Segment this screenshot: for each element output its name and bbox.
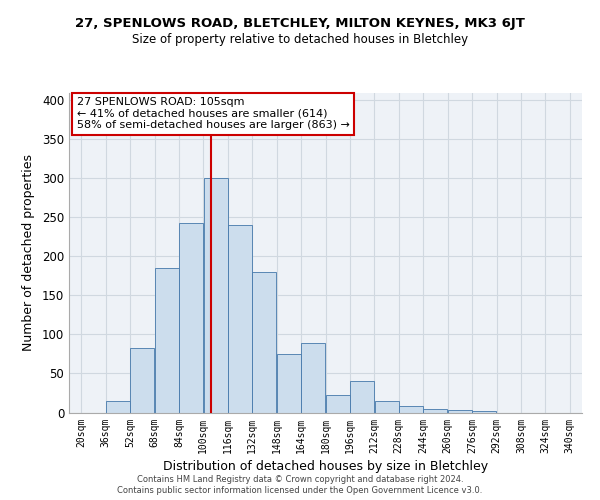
Bar <box>424 408 448 412</box>
Text: 27 SPENLOWS ROAD: 105sqm
← 41% of detached houses are smaller (614)
58% of semi-: 27 SPENLOWS ROAD: 105sqm ← 41% of detach… <box>77 98 350 130</box>
Bar <box>350 380 374 412</box>
Bar <box>155 268 179 412</box>
Text: 27, SPENLOWS ROAD, BLETCHLEY, MILTON KEYNES, MK3 6JT: 27, SPENLOWS ROAD, BLETCHLEY, MILTON KEY… <box>75 18 525 30</box>
Bar <box>472 411 496 412</box>
Bar <box>203 178 227 412</box>
Bar <box>253 272 277 412</box>
Text: Contains HM Land Registry data © Crown copyright and database right 2024.: Contains HM Land Registry data © Crown c… <box>137 475 463 484</box>
Bar <box>130 348 154 412</box>
Bar <box>301 343 325 412</box>
Text: Size of property relative to detached houses in Bletchley: Size of property relative to detached ho… <box>132 32 468 46</box>
Bar <box>228 225 252 412</box>
Bar <box>277 354 301 412</box>
Bar <box>106 401 130 412</box>
Text: Contains public sector information licensed under the Open Government Licence v3: Contains public sector information licen… <box>118 486 482 495</box>
Bar <box>399 406 423 412</box>
Y-axis label: Number of detached properties: Number of detached properties <box>22 154 35 351</box>
Bar <box>326 396 350 412</box>
Bar <box>448 410 472 412</box>
Bar <box>374 401 398 412</box>
Bar <box>179 223 203 412</box>
X-axis label: Distribution of detached houses by size in Bletchley: Distribution of detached houses by size … <box>163 460 488 472</box>
